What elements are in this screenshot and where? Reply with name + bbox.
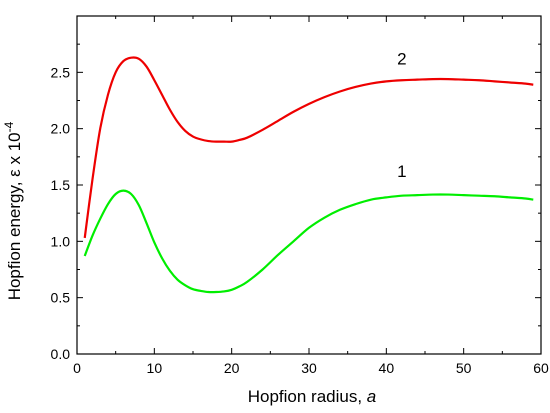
x-axis-title: Hopfion radius, a: [248, 387, 377, 406]
y-tick-label: 2.0: [51, 121, 71, 137]
x-tick-label: 50: [456, 360, 472, 376]
y-tick-label: 1.0: [51, 233, 71, 249]
x-tick-label: 30: [301, 360, 317, 376]
y-tick-label: 2.5: [51, 64, 71, 80]
x-tick-label: 60: [533, 360, 549, 376]
series-label-1: 1: [397, 162, 406, 181]
x-tick-label: 0: [73, 360, 81, 376]
x-tick-label: 10: [147, 360, 163, 376]
series-line-1: [83, 189, 534, 294]
series-line-2: [83, 56, 534, 239]
y-tick-label: 0.5: [51, 290, 71, 306]
y-tick-label: 0.0: [51, 346, 71, 362]
y-tick-label: 1.5: [51, 177, 71, 193]
series-label-2: 2: [397, 49, 406, 68]
x-tick-label: 40: [379, 360, 395, 376]
x-tick-label: 20: [224, 360, 240, 376]
y-axis-title: Hopfion energy, ε x 10-4: [2, 121, 24, 300]
